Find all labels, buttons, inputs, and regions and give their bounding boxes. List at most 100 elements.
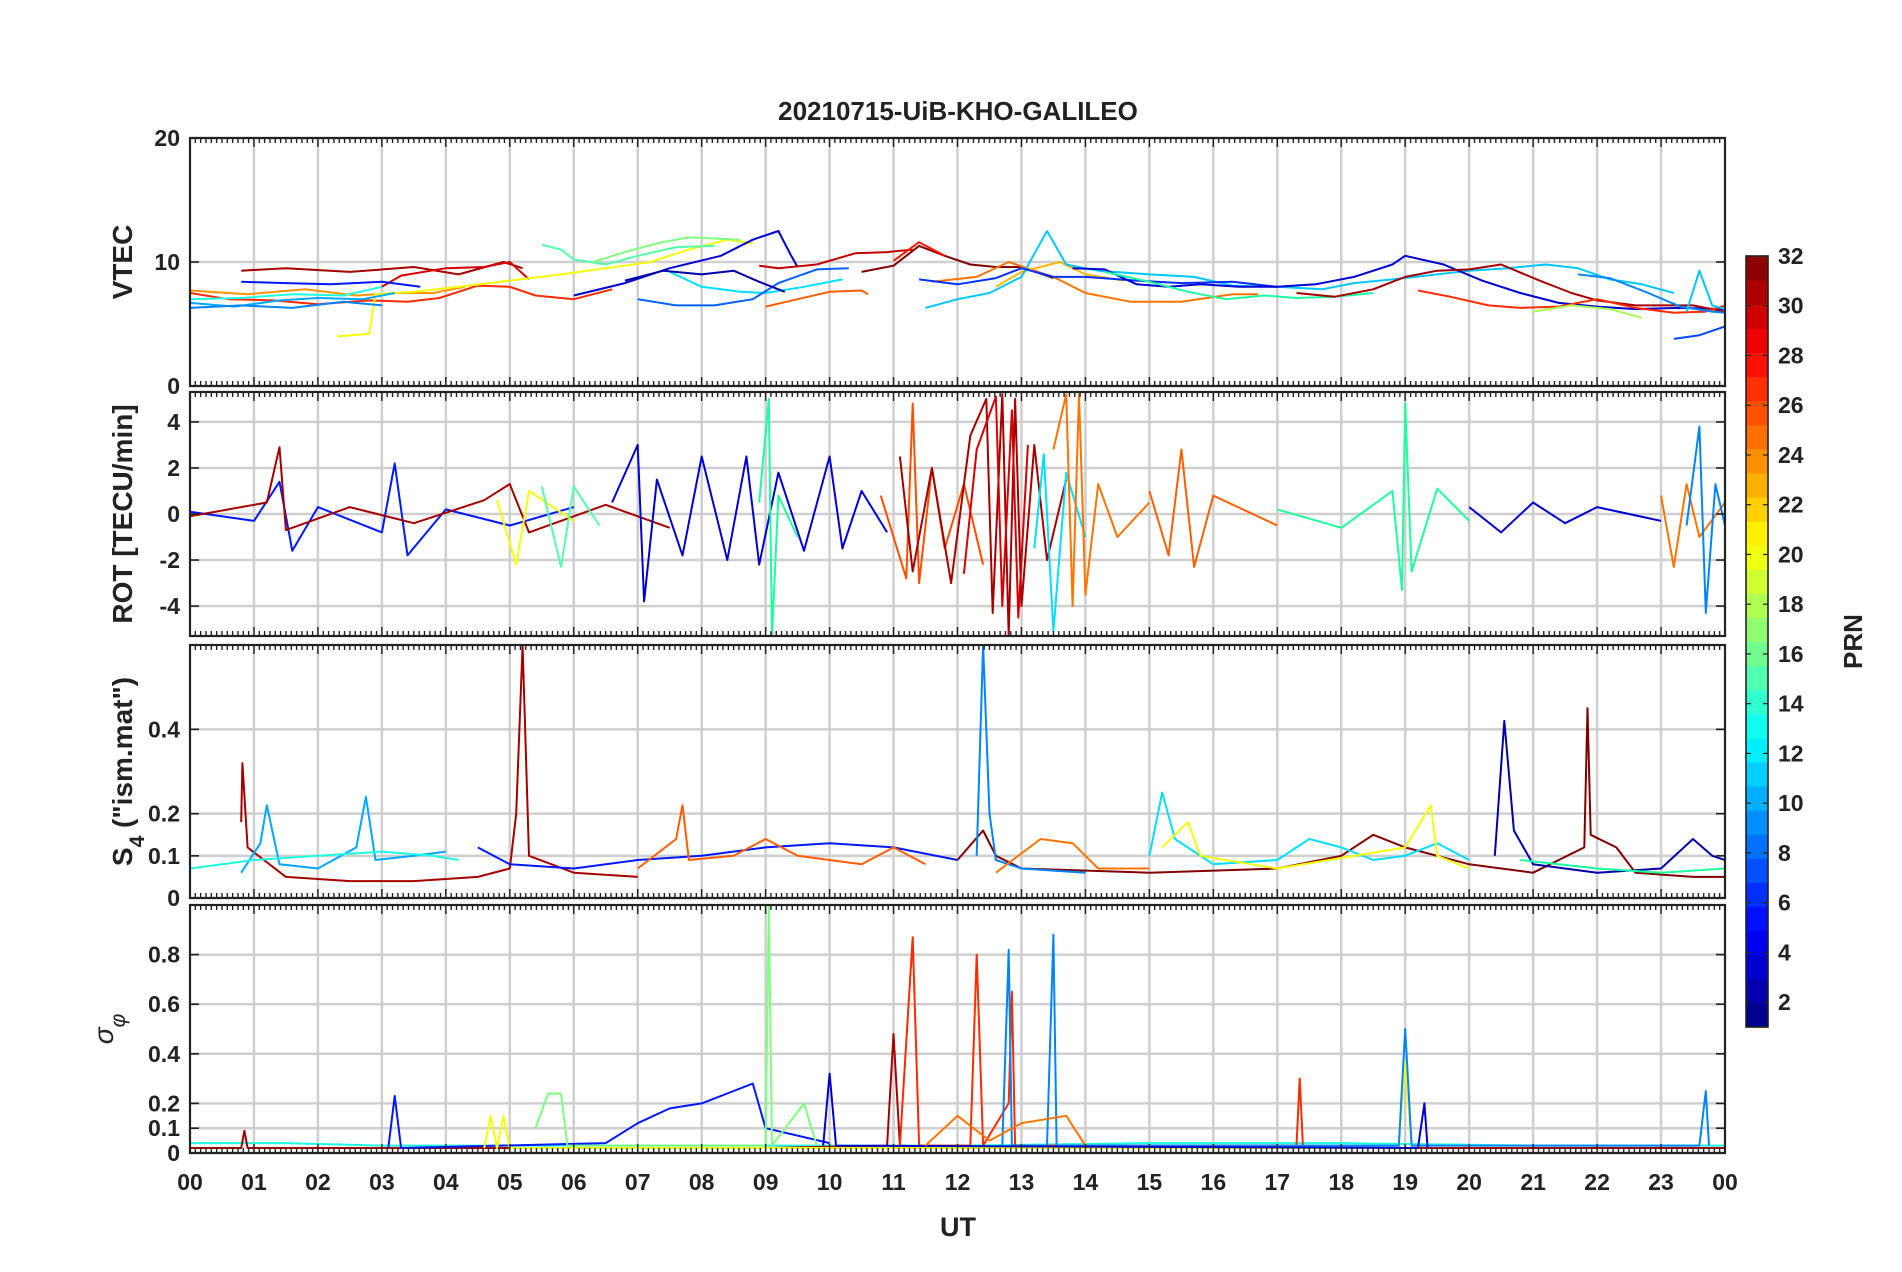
x-tick-label: 12: [945, 1169, 971, 1195]
series-line-prn-22: [995, 261, 1124, 288]
x-tick-label: 22: [1584, 1169, 1610, 1195]
series-line-prn-12: [669, 270, 843, 294]
y-tick-label: -4: [160, 593, 181, 619]
series-line-prn-9: [190, 300, 382, 309]
panel-frame: [188, 136, 1727, 388]
panel-4: 00.10.2 0.4 0.6 0.8 σφ: [88, 903, 1727, 1166]
series-line-prn-24: [995, 838, 1150, 874]
colorbar-cell: [1746, 810, 1768, 835]
series-line-prn-26: [879, 402, 985, 585]
x-tick-label: 07: [625, 1169, 651, 1195]
series-group: [190, 393, 1725, 636]
panel-3: 0 0.1 0.2 0.4S4 ("ism.mat"): [107, 643, 1727, 911]
y-tick-label: 2: [167, 455, 180, 481]
series-line-prn-3: [1468, 501, 1662, 534]
colorbar-cell: [1746, 858, 1768, 884]
colorbar-tick-label: 30: [1778, 293, 1804, 319]
y-tick-label: 10: [154, 249, 180, 275]
series-line-prn-32: [861, 244, 1054, 280]
y-tick-label: 0.4: [148, 1041, 180, 1067]
colorbar-cell: [1746, 689, 1768, 715]
colorbar-cell: [1746, 328, 1768, 353]
series-line-prn-25: [765, 289, 869, 308]
colorbar-tick-label: 16: [1778, 641, 1804, 667]
colorbar-cell: [1746, 400, 1768, 426]
series-line-prn-10: [240, 795, 446, 874]
colorbar-cell: [1746, 545, 1768, 570]
x-tick-label: 16: [1201, 1169, 1227, 1195]
y-tick-label: 0: [167, 885, 180, 911]
colorbar-cell: [1746, 280, 1768, 305]
x-tick-label: 06: [561, 1169, 587, 1195]
y-tick-label: 0.2: [148, 801, 180, 827]
series-line-prn-12: [1148, 791, 1470, 866]
x-tick-label: 15: [1137, 1169, 1163, 1195]
y-tick-label: -2: [160, 547, 180, 573]
colorbar-label: PRN: [1838, 614, 1868, 669]
chart-title: 20210715-UiB-KHO-GALILEO: [778, 96, 1138, 126]
colorbar-cell: [1746, 496, 1768, 522]
colorbar-tick-label: 26: [1778, 392, 1804, 418]
y-tick-label: 0.8: [148, 942, 180, 968]
series-line-prn-11: [1685, 269, 1725, 312]
colorbar-cell: [1746, 304, 1768, 329]
colorbar-frame: [1745, 255, 1769, 1028]
colorbar-tick-label: 8: [1778, 840, 1791, 866]
y-tick-label: 0: [167, 373, 180, 399]
series-line-prn-2: [1493, 719, 1725, 874]
series-line-prn-24: [924, 1114, 1087, 1147]
series-line-prn-19: [337, 238, 753, 338]
series-line-prn-15: [540, 485, 601, 568]
series-line-prn-31: [898, 393, 1068, 636]
colorbar-tick-label: 32: [1778, 243, 1804, 269]
y-tick-label: 0.1: [148, 843, 180, 869]
y-axis-label: VTEC: [107, 225, 138, 300]
series-line-prn-25: [1148, 448, 1278, 568]
series-line-prn-15: [541, 243, 715, 266]
colorbar-tick-label: 18: [1778, 591, 1804, 617]
colorbar-tick-label: 22: [1778, 492, 1804, 518]
x-axis-label: UT: [940, 1212, 976, 1242]
series-group: [190, 230, 1725, 340]
y-tick-label: 0: [167, 501, 180, 527]
x-tick-label: 05: [497, 1169, 523, 1195]
colorbar-cell: [1746, 352, 1768, 378]
x-tick-label: 23: [1648, 1169, 1674, 1195]
series-line-prn-19: [496, 490, 575, 566]
colorbar-tick-label: 28: [1778, 342, 1804, 368]
series-line-prn-23: [190, 285, 466, 297]
series-line-prn-25: [637, 804, 926, 870]
series-line-prn-16: [592, 236, 741, 263]
y-axis-label: ROT [TECU/min]: [107, 404, 138, 623]
series-line-prn-31: [1296, 263, 1725, 313]
series-line-prn-24: [1052, 393, 1151, 608]
colorbar-cell: [1746, 954, 1768, 980]
colorbar-cell: [1746, 834, 1768, 859]
colorbar-cell: [1746, 761, 1768, 787]
series-line-prn-11: [925, 230, 1675, 309]
x-tick-label: 18: [1328, 1169, 1354, 1195]
x-tick-label: 20: [1456, 1169, 1482, 1195]
colorbar-cell: [1746, 1002, 1768, 1028]
series-line-prn-8: [637, 267, 849, 307]
series-line-prn-30: [759, 248, 913, 270]
x-tick-label: 09: [753, 1169, 779, 1195]
colorbar-cell: [1746, 448, 1768, 474]
x-tick-label: 14: [1073, 1169, 1099, 1195]
series-line-prn-19: [483, 1060, 1413, 1149]
x-tick-label: 00: [177, 1169, 203, 1195]
series-line-prn-14: [758, 397, 799, 636]
x-tick-label: 11: [881, 1169, 906, 1195]
colorbar-cell: [1746, 665, 1768, 691]
series-line-prn-29: [381, 261, 530, 288]
colorbar-cell: [1746, 256, 1768, 281]
colorbar-tick-label: 6: [1778, 890, 1791, 916]
series-line-prn-3: [822, 1072, 1429, 1149]
colorbar-cell: [1746, 376, 1768, 402]
x-tick-label: 03: [369, 1169, 395, 1195]
x-tick-label: 08: [689, 1169, 715, 1195]
y-axis-label: S4 ("ism.mat"): [107, 677, 149, 866]
x-tick-label: 04: [433, 1169, 459, 1195]
